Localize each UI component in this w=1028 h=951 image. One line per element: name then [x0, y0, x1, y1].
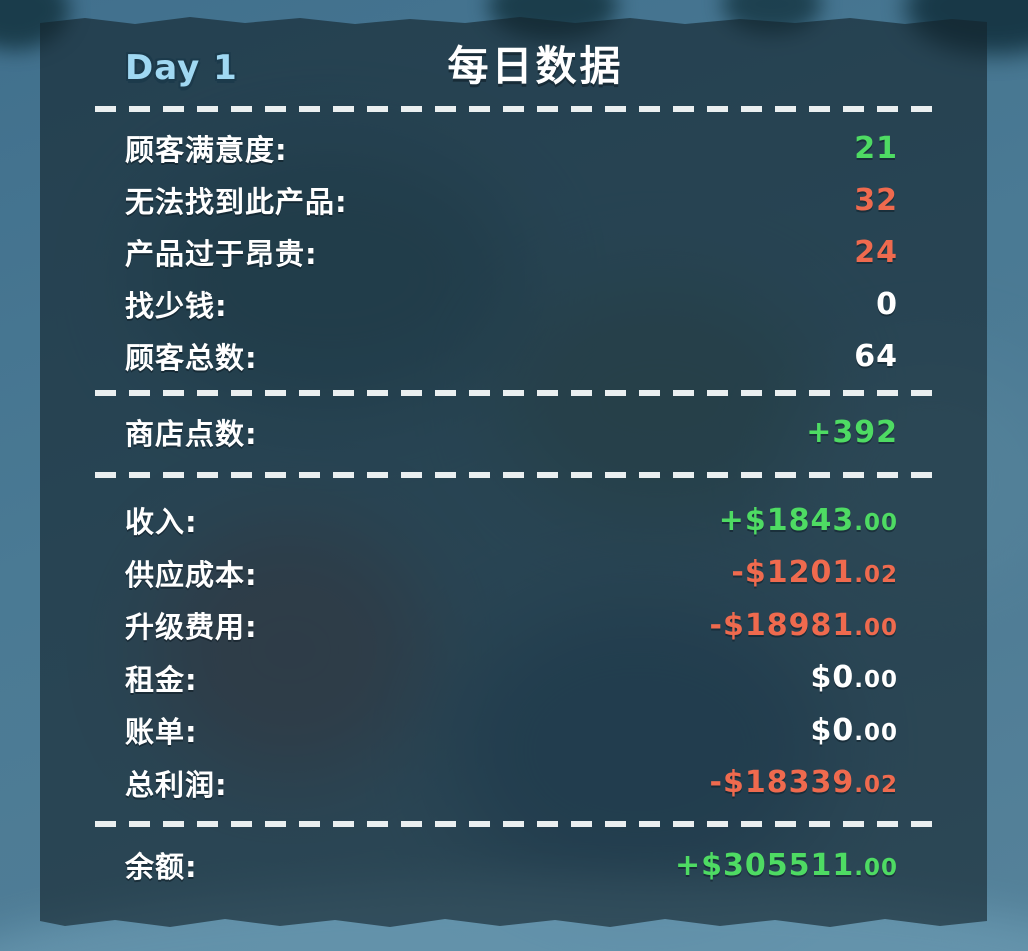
stat-row: 账单: $0.00 — [40, 704, 987, 757]
stat-label: 供应成本: — [125, 557, 258, 592]
stat-value: $0.00 — [810, 712, 898, 748]
balance-section: 余额: +$305511.00 — [40, 839, 987, 891]
stat-row: 商店点数: +392 — [40, 406, 987, 458]
stat-row: 无法找到此产品: 32 — [40, 174, 987, 226]
stat-value: 64 — [854, 338, 898, 374]
day-label: Day 1 — [125, 48, 238, 88]
store-points-section: 商店点数: +392 — [40, 406, 987, 458]
stat-label: 升级费用: — [125, 610, 258, 645]
stat-value: 32 — [854, 182, 898, 218]
stat-value: +$305511.00 — [674, 847, 898, 883]
stat-value: +392 — [806, 414, 898, 450]
stat-row: 找少钱: 0 — [40, 278, 987, 330]
stat-label: 找少钱: — [125, 289, 228, 323]
dashed-divider — [95, 472, 937, 478]
stat-row: 余额: +$305511.00 — [40, 839, 987, 891]
stat-value: 0 — [876, 286, 898, 322]
stat-label: 顾客总数: — [125, 341, 258, 375]
finance-section: 收入: +$1843.00 供应成本: -$1201.02 升级费用: -$18981.0… — [40, 494, 987, 809]
dashed-divider — [95, 390, 937, 396]
stat-row: 产品过于昂贵: 24 — [40, 226, 987, 278]
stat-row: 顾客满意度: 21 — [40, 122, 987, 174]
stat-row: 升级费用: -$18981.00 — [40, 599, 987, 652]
stat-label: 租金: — [125, 662, 198, 697]
stat-value: -$18339.02 — [709, 765, 898, 801]
stat-value: 21 — [854, 130, 898, 166]
panel-title: 每日数据 — [447, 42, 624, 90]
stat-label: 余额: — [125, 850, 198, 884]
stat-row: 总利润: -$18339.02 — [40, 757, 987, 810]
stat-row: 租金: $0.00 — [40, 652, 987, 705]
stat-label: 顾客满意度: — [125, 133, 288, 167]
stat-row: 收入: +$1843.00 — [40, 494, 987, 547]
stat-value: -$1201.02 — [731, 555, 898, 591]
daily-stats-panel: Day 1 每日数据 顾客满意度: 21 无法找到此产品: 32 产品过于昂贵: 24 找少… — [40, 17, 987, 927]
stat-value: $0.00 — [810, 660, 898, 696]
stat-label: 产品过于昂贵: — [125, 237, 318, 271]
customer-stats-section: 顾客满意度: 21 无法找到此产品: 32 产品过于昂贵: 24 找少钱: 0 顾客总数: 64 — [40, 122, 987, 382]
stat-value: +$1843.00 — [718, 502, 898, 538]
stat-label: 收入: — [125, 505, 198, 540]
dashed-divider — [95, 821, 937, 827]
stat-row: 顾客总数: 64 — [40, 330, 987, 382]
stat-label: 商店点数: — [125, 417, 258, 451]
dashed-divider — [95, 106, 937, 112]
stat-row: 供应成本: -$1201.02 — [40, 547, 987, 600]
panel-header: Day 1 每日数据 — [40, 40, 987, 92]
stat-value: -$18981.00 — [709, 607, 898, 643]
stat-label: 无法找到此产品: — [125, 185, 348, 219]
stat-label: 总利润: — [125, 767, 228, 802]
stat-value: 24 — [854, 234, 898, 270]
stat-label: 账单: — [125, 715, 198, 750]
